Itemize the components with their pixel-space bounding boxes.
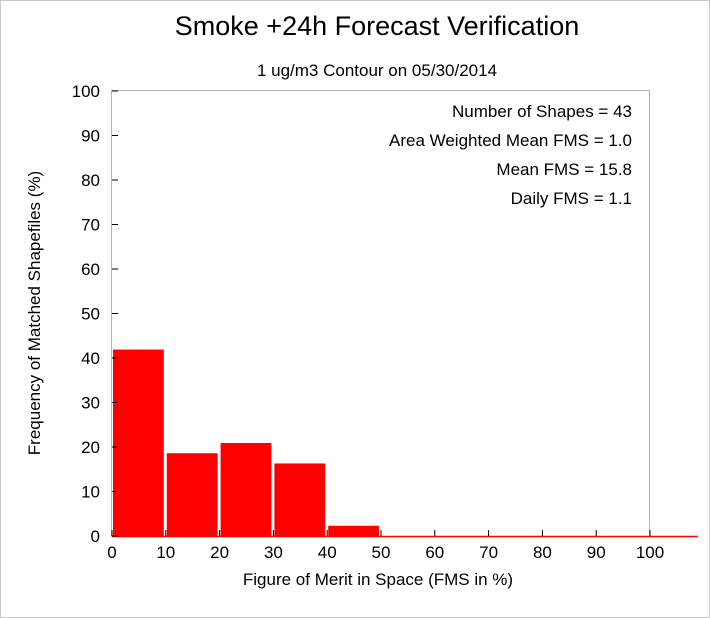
x-tick-label: 10 [156, 543, 175, 562]
x-tick-label: 70 [479, 543, 498, 562]
x-axis-label: Figure of Merit in Space (FMS in %) [243, 570, 513, 589]
y-tick-label: 20 [81, 438, 100, 457]
bar-0-10 [113, 349, 164, 536]
y-tick-label: 30 [81, 394, 100, 413]
bar-30-40 [274, 463, 326, 536]
bar-40-50 [328, 525, 379, 536]
x-tick-label: 100 [636, 543, 664, 562]
stat-annotation: Area Weighted Mean FMS = 1.0 [389, 131, 632, 150]
stat-annotation: Number of Shapes = 43 [452, 102, 632, 121]
stat-annotation: Daily FMS = 1.1 [511, 189, 632, 208]
x-tick-label: 50 [372, 543, 391, 562]
x-tick-label: 0 [107, 543, 116, 562]
x-tick-label: 60 [425, 543, 444, 562]
y-tick-label: 40 [81, 349, 100, 368]
x-tick-label: 80 [533, 543, 552, 562]
y-tick-label: 80 [81, 171, 100, 190]
bar-group [112, 349, 698, 538]
x-tick-label: 20 [210, 543, 229, 562]
y-axis-label: Frequency of Matched Shapefiles (%) [25, 171, 44, 455]
chart-subtitle: 1 ug/m3 Contour on 05/30/2014 [257, 61, 497, 80]
x-tick-label: 90 [587, 543, 606, 562]
chart-title: Smoke +24h Forecast Verification [175, 11, 579, 41]
tick-group: 0 10 20 30 40 50 60 70 80 90 100 0 10 20 30 40 50 60 70 80 9… [72, 82, 665, 562]
bar-10-20 [166, 453, 218, 536]
stats-annotations: Number of Shapes = 43 Area Weighted Mean … [389, 102, 632, 208]
stat-annotation: Mean FMS = 15.8 [496, 160, 632, 179]
y-tick-label: 60 [81, 260, 100, 279]
y-tick-label: 70 [81, 216, 100, 235]
y-tick-label: 90 [81, 127, 100, 146]
x-tick-label: 30 [264, 543, 283, 562]
y-tick-label: 10 [81, 483, 100, 502]
y-tick-label: 100 [72, 82, 100, 101]
y-tick-label: 50 [81, 305, 100, 324]
y-tick-label: 0 [91, 527, 100, 546]
bar-20-30 [220, 442, 272, 536]
x-tick-label: 40 [318, 543, 337, 562]
